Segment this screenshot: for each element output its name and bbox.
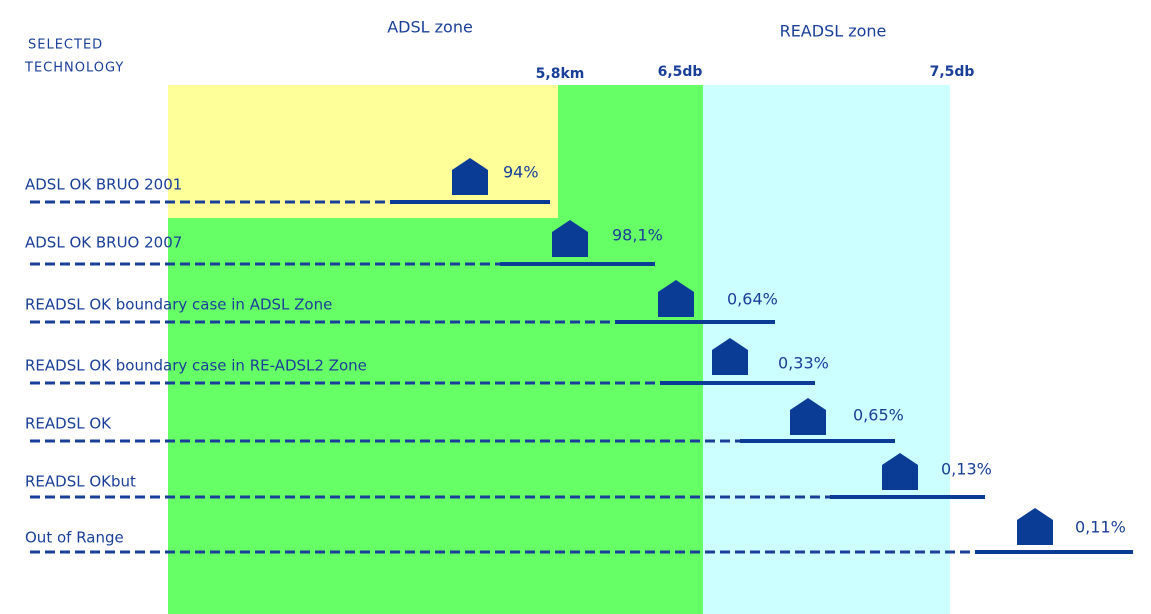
percent-label: 94% <box>503 163 539 182</box>
marker-label: 7,5db <box>930 64 975 80</box>
percent-label: 98,1% <box>612 226 663 245</box>
house-icon <box>790 398 826 435</box>
house-icon <box>658 280 694 317</box>
house-icon <box>552 220 588 257</box>
percent-label: 0,33% <box>778 354 829 373</box>
row-label: READSL OK boundary case in ADSL Zone <box>25 296 332 314</box>
percent-label: 0,13% <box>941 460 992 479</box>
row-label: ADSL OK BRUO 2007 <box>25 234 182 252</box>
marker-label: 5,8km <box>536 66 585 82</box>
percent-label: 0,11% <box>1075 518 1126 537</box>
row-label: READSL OKbut <box>25 473 136 491</box>
percent-label: 0,65% <box>853 406 904 425</box>
house-icon <box>712 338 748 375</box>
selected-technology: SELECTED <box>28 38 103 53</box>
row-label: READSL OK boundary case in RE-ADSL2 Zone <box>25 357 367 375</box>
selected-technology: TECHNOLOGY <box>24 61 124 76</box>
percent-label: 0,64% <box>727 290 778 309</box>
readsl-zone-title: READSL zone <box>780 22 887 41</box>
row-label: Out of Range <box>25 529 124 547</box>
house-icon <box>882 453 918 490</box>
adsl-zone-title: ADSL zone <box>387 18 473 37</box>
row-label: READSL OK <box>25 415 112 433</box>
house-icon <box>452 158 488 195</box>
rows: ADSL OK BRUO 2001 94% ADSL OK BRUO 2007 98,… <box>25 158 1133 554</box>
row-label: ADSL OK BRUO 2001 <box>25 176 182 194</box>
marker-label: 6,5db <box>658 64 703 80</box>
adsl-2001-area <box>168 85 558 218</box>
house-icon <box>1017 508 1053 545</box>
